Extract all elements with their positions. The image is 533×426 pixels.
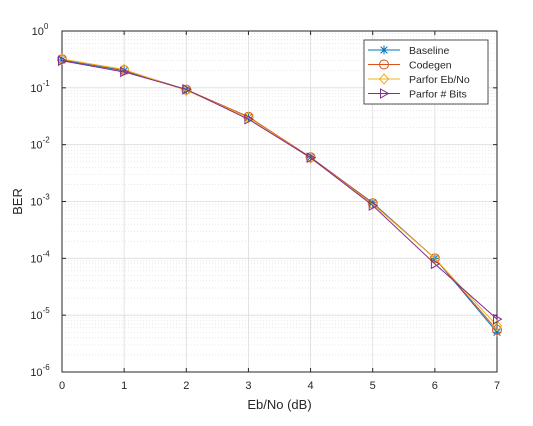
legend: Baseline Codegen Parfor Eb/No Parfor # Bits xyxy=(363,39,489,105)
legend-label: Baseline xyxy=(409,45,449,57)
x-tick-label: 1 xyxy=(121,380,127,392)
x-tick-label: 7 xyxy=(494,380,500,392)
x-tick-label: 6 xyxy=(432,380,438,392)
y-tick-label: 10-3 xyxy=(30,193,50,209)
y-tick-label: 100 xyxy=(32,22,49,38)
legend-label: Codegen xyxy=(409,60,452,72)
x-tick-label: 0 xyxy=(59,380,65,392)
legend-marker xyxy=(378,73,390,85)
data-point xyxy=(182,84,192,95)
data-point xyxy=(368,200,379,211)
x-tick-label: 5 xyxy=(370,380,376,392)
legend-item: Baseline xyxy=(368,45,449,57)
data-point xyxy=(493,313,503,325)
legend-item: Codegen xyxy=(368,59,452,72)
y-tick-label: 10-5 xyxy=(30,306,50,322)
y-tick-label: 10-2 xyxy=(30,136,50,152)
y-tick-label: 10-6 xyxy=(30,363,50,379)
legend-item: Parfor # Bits xyxy=(368,88,467,101)
data-point xyxy=(491,320,503,332)
data-point xyxy=(430,258,441,270)
y-tick-label: 10-1 xyxy=(30,79,50,95)
series-4 xyxy=(58,55,503,325)
data-point xyxy=(492,327,502,337)
x-axis-label: Eb/No (dB) xyxy=(247,397,311,412)
x-tick-label: 4 xyxy=(308,380,314,392)
ticks: 0 1 2 3 4 5 6 7 10-6 10-5 10-4 10-3 10-2 10-1 100 xyxy=(30,22,500,392)
data-point xyxy=(306,152,317,164)
data-point xyxy=(58,55,68,67)
x-tick-label: 3 xyxy=(245,380,251,392)
series-lines xyxy=(56,53,503,337)
series-line xyxy=(61,58,498,327)
legend-item: Parfor Eb/No xyxy=(368,73,470,86)
data-point xyxy=(120,66,130,78)
series-line xyxy=(61,60,498,320)
legend-marker xyxy=(379,45,389,55)
y-axis-label: BER xyxy=(10,188,25,215)
legend-marker xyxy=(379,59,389,70)
legend-label: Parfor # Bits xyxy=(409,89,467,101)
x-tick-label: 2 xyxy=(183,380,189,392)
y-tick-label: 10-4 xyxy=(30,249,50,265)
legend-marker xyxy=(380,88,390,99)
data-point xyxy=(244,113,254,125)
legend-label: Parfor Eb/No xyxy=(409,74,470,86)
